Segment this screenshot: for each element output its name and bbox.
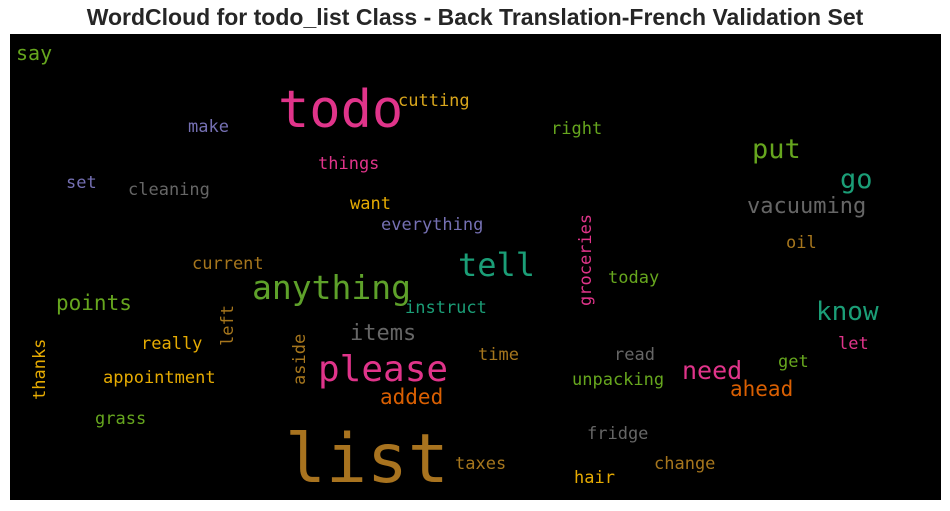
word-go: go: [840, 164, 873, 195]
word-vacuuming: vacuuming: [747, 194, 867, 219]
word-oil: oil: [786, 233, 817, 253]
word-hair: hair: [574, 468, 615, 488]
word-fridge: fridge: [587, 424, 649, 444]
word-cleaning: cleaning: [128, 180, 210, 200]
word-today: today: [608, 268, 660, 288]
word-taxes: taxes: [455, 454, 507, 474]
word-really: really: [141, 334, 203, 354]
word-tell: tell: [458, 246, 536, 284]
word-get: get: [778, 352, 809, 372]
word-read: read: [614, 345, 655, 365]
word-todo: todo: [278, 80, 404, 140]
word-list: list: [285, 420, 449, 499]
word-current: current: [192, 254, 264, 274]
word-make: make: [188, 117, 229, 137]
figure-title: WordCloud for todo_list Class - Back Tra…: [86, 4, 864, 30]
word-time: time: [478, 345, 519, 365]
word-appointment: appointment: [103, 368, 216, 388]
word-please: please: [318, 349, 449, 390]
word-unpacking: unpacking: [572, 370, 665, 390]
word-things: things: [318, 154, 380, 174]
word-items: items: [350, 321, 417, 346]
word-points: points: [56, 291, 132, 315]
word-need: need: [682, 356, 743, 385]
word-left: left: [218, 305, 238, 346]
word-say: say: [16, 41, 53, 65]
word-instruct: instruct: [405, 298, 487, 318]
word-want: want: [350, 194, 391, 214]
word-everything: everything: [381, 215, 484, 235]
word-thanks: thanks: [30, 338, 50, 400]
word-let: let: [838, 334, 869, 354]
word-groceries: groceries: [576, 213, 596, 306]
word-cloud-canvas: list todo please anything tell put go know need v…: [10, 34, 941, 500]
word-put: put: [752, 134, 801, 165]
word-added: added: [380, 385, 444, 409]
word-change: change: [654, 454, 716, 474]
word-set: set: [66, 173, 97, 193]
word-cutting: cutting: [398, 91, 470, 111]
word-right: right: [551, 119, 603, 139]
word-aside: aside: [290, 333, 310, 385]
word-grass: grass: [95, 409, 147, 429]
word-anything: anything: [252, 268, 411, 307]
word-know: know: [816, 297, 879, 327]
word-ahead: ahead: [730, 377, 794, 401]
